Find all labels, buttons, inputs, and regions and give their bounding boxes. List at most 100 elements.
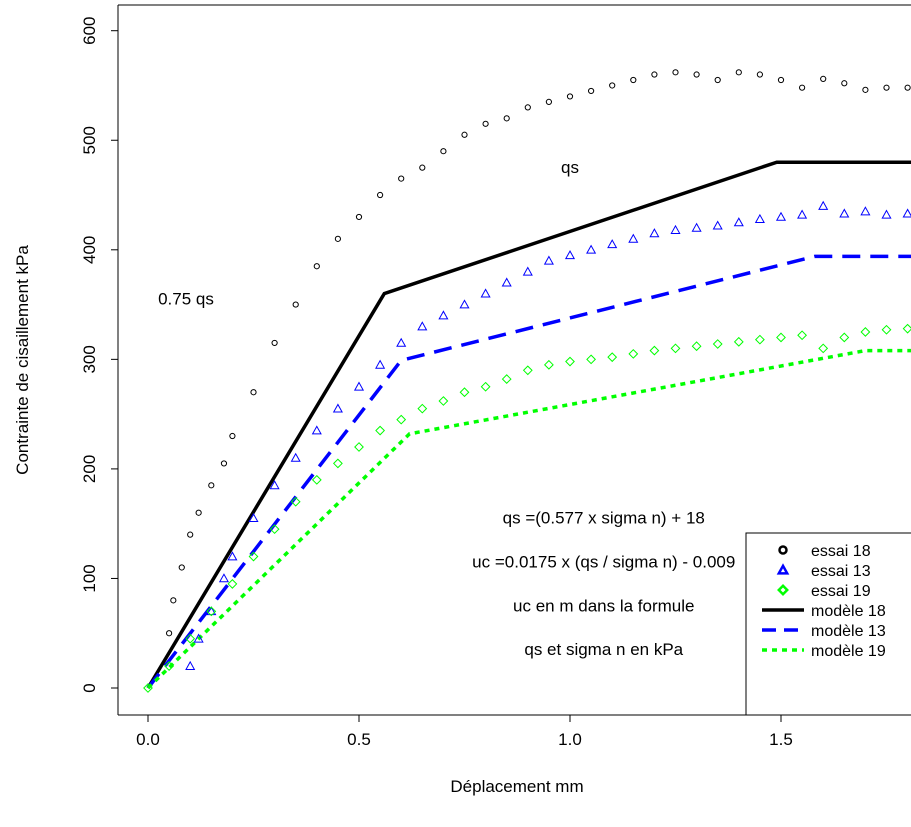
data-point [607, 239, 618, 249]
data-point [229, 432, 236, 440]
data-point [904, 84, 911, 91]
data-point [220, 460, 228, 467]
y-tick-label: 500 [80, 126, 99, 154]
data-point [902, 323, 911, 334]
data-point [712, 339, 723, 349]
data-point [754, 334, 765, 345]
y-axis: 0 100 200 300 400 500 600 [80, 17, 118, 693]
legend-box [745, 532, 911, 716]
legend-marker [776, 563, 790, 575]
annotation-text: 0.75 qs [158, 290, 214, 309]
data-point [166, 630, 173, 637]
legend-entry: essai 18 [778, 543, 871, 560]
data-point [797, 209, 808, 219]
data-point [693, 71, 700, 78]
legend-entry: essai 19 [777, 583, 871, 600]
data-point [354, 442, 364, 452]
data-point [206, 606, 217, 616]
data-point [691, 222, 702, 232]
series-modèle-13 [146, 254, 911, 690]
data-point [649, 228, 660, 238]
data-point [776, 332, 786, 343]
series-layer [143, 69, 911, 693]
data-point [543, 255, 554, 265]
data-point [902, 208, 911, 218]
series-essai-19 [143, 323, 911, 693]
data-point [332, 458, 343, 469]
data-point [438, 310, 449, 320]
data-point [860, 327, 871, 337]
x-axis-title: Déplacement mm [450, 777, 583, 796]
data-point [353, 381, 365, 391]
data-point [248, 551, 259, 562]
data-point [841, 80, 848, 87]
data-point [250, 389, 257, 396]
data-point [630, 76, 637, 84]
data-point [628, 233, 639, 243]
data-point [820, 75, 827, 83]
annotation-text: uc =0.0175 x (qs / sigma n) - 0.009 [472, 552, 735, 571]
y-axis-title: Contrainte de cisaillement kPa [13, 245, 32, 475]
data-point [735, 69, 742, 76]
plot-area [143, 69, 911, 693]
data-point [881, 209, 892, 219]
data-point [501, 277, 512, 287]
legend: essai 18 essai 13 essai 19 modèle 18 modèle … [745, 532, 911, 716]
data-point [501, 374, 512, 384]
annotation-text: qs [561, 158, 579, 177]
data-point [292, 301, 299, 308]
data-point [143, 683, 153, 693]
data-point [185, 633, 196, 644]
data-point [396, 414, 407, 425]
x-axis: 0.00.51.01.52.02.53.03.5 [136, 715, 793, 749]
legend-entry: modèle 18 [762, 603, 886, 620]
data-point [248, 512, 259, 523]
data-point [440, 148, 447, 155]
data-point [545, 98, 553, 106]
data-point [417, 403, 428, 414]
x-tick-label: 1.5 [769, 730, 793, 749]
data-point [208, 482, 215, 489]
data-point [670, 224, 681, 234]
annotations-layer: qs0.75 qspente2 = pente1 / 5qs =(0.577 x… [158, 158, 911, 659]
legend-label: essai 18 [811, 543, 871, 560]
data-point [332, 403, 343, 413]
data-point [185, 660, 196, 670]
y-tick-label: 200 [80, 455, 99, 483]
series-essai-18 [166, 69, 911, 637]
data-point [543, 359, 554, 370]
data-point [269, 524, 280, 535]
data-point [459, 299, 470, 309]
data-point [714, 76, 721, 84]
data-point [691, 341, 702, 352]
data-point [290, 496, 301, 507]
data-point [375, 425, 386, 436]
data-point [649, 345, 660, 356]
data-point [670, 343, 681, 354]
data-point [503, 115, 510, 122]
data-point [797, 330, 808, 341]
data-point [269, 480, 280, 490]
data-point [860, 206, 871, 216]
data-point [398, 175, 405, 182]
data-point [754, 213, 765, 223]
x-tick-label: 0.5 [347, 730, 371, 749]
series-modèle-19 [146, 348, 911, 690]
legend-label: modèle 13 [811, 623, 886, 640]
data-point [218, 573, 230, 583]
y-tick-label: 600 [80, 17, 99, 45]
data-point [607, 352, 618, 363]
data-point [775, 211, 787, 221]
data-point [355, 213, 363, 221]
data-point [522, 365, 533, 376]
data-point [881, 324, 892, 335]
data-point [461, 131, 468, 138]
data-point [564, 250, 576, 260]
legend-entry: modèle 13 [762, 623, 886, 640]
data-point [799, 84, 806, 91]
series-modèle-18 [146, 160, 911, 689]
model-line [146, 254, 911, 690]
legend-label: essai 19 [811, 583, 871, 600]
data-point [733, 336, 744, 347]
